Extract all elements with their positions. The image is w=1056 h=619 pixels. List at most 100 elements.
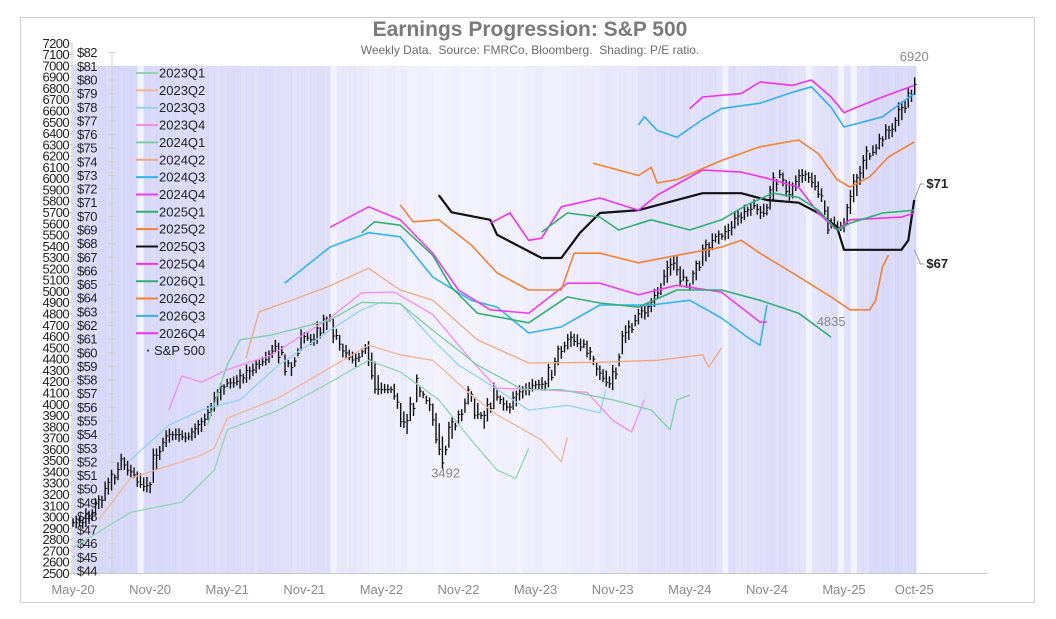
pe-shading-band [445, 65, 453, 574]
pe-shading-band [876, 65, 883, 574]
pe-shading-band [297, 65, 305, 574]
right-tick-label: $75 [77, 141, 97, 156]
left-tick-label: 5300 [42, 250, 69, 265]
pe-shading-band [182, 65, 190, 574]
pe-shading-band [130, 65, 138, 574]
right-tick-label: $71 [77, 195, 97, 210]
pe-shading-band [317, 65, 324, 574]
pe-shading-band [741, 65, 749, 574]
legend-item-2024Q3: 2024Q3 [136, 170, 205, 185]
pe-shading-band [503, 65, 511, 574]
left-tick-label: 4400 [42, 352, 69, 367]
legend-item-2023Q4: 2023Q4 [136, 118, 205, 133]
x-tick-label: Nov-24 [746, 582, 788, 597]
pe-shading-band [400, 65, 408, 574]
pe-shading-band [459, 66, 466, 574]
pe-shading-band [619, 65, 626, 574]
right-tick-label: $55 [77, 413, 97, 428]
legend-label: 2024Q4 [159, 187, 205, 202]
pe-shading-band [561, 65, 569, 574]
legend-item-2026Q3: 2026Q3 [136, 308, 205, 323]
pe-shading-band [689, 65, 697, 574]
right-tick-label: $63 [77, 304, 97, 319]
right-tick-label: $54 [77, 427, 97, 442]
end-label-leader [913, 183, 925, 201]
pe-shading-band [612, 65, 620, 574]
right-tick-label: $79 [77, 86, 97, 101]
legend-item-2025Q1: 2025Q1 [136, 204, 205, 219]
left-tick-label: 5000 [42, 284, 69, 299]
left-tick-label: 4900 [42, 295, 69, 310]
series-line-2026Q3 [637, 86, 915, 139]
x-tick-label: Nov-21 [283, 582, 325, 597]
left-tick-label: 2700 [42, 543, 69, 558]
left-tick-label: 4800 [42, 307, 69, 322]
right-tick-label: $81 [77, 59, 97, 74]
pe-shading-band [272, 65, 279, 574]
right-tick-label: $65 [77, 277, 97, 292]
legend-label: 2025Q4 [159, 256, 205, 271]
pe-shading-band [368, 65, 376, 574]
pe-shading-band [419, 65, 427, 574]
right-tick-label: $64 [77, 291, 97, 306]
pe-shading-band [478, 66, 485, 574]
pe-shading-band [285, 65, 292, 574]
pe-shading [72, 65, 917, 574]
pe-shading-band [433, 66, 440, 574]
legend-item-2023Q1: 2023Q1 [136, 66, 205, 81]
pe-shading-band [779, 65, 787, 574]
right-tick-label: $67 [77, 250, 97, 265]
pe-shading-band [484, 65, 492, 574]
pe-shading-band [593, 65, 601, 574]
right-tick-label: $68 [77, 236, 97, 251]
right-tick-label: $78 [77, 100, 97, 115]
left-tick-label: 5800 [42, 194, 69, 209]
left-tick-label: 4000 [42, 397, 69, 412]
left-tick-label: 5100 [42, 273, 69, 288]
right-tick-label: $51 [77, 468, 97, 483]
pe-shading-band [587, 65, 594, 574]
pe-shading-band [850, 66, 857, 574]
pe-shading-band [657, 65, 665, 574]
pe-shading-band [124, 65, 132, 574]
pe-shading-band [246, 65, 254, 574]
right-tick-label: $52 [77, 454, 97, 469]
left-tick-label: 6500 [42, 115, 69, 130]
series-line-2025Q2 [399, 204, 890, 311]
series-line-2026Q2 [592, 139, 915, 188]
left-tick-label: 6700 [42, 92, 69, 107]
pe-shading-band [92, 65, 100, 574]
pe-shading-band [439, 66, 446, 574]
pe-shading-band [362, 65, 369, 574]
series-line-2025Q4 [489, 169, 915, 242]
pe-shading-band [664, 65, 671, 574]
pe-shading-band [901, 65, 909, 574]
pe-shading-band [259, 65, 267, 574]
pe-shading-band [734, 65, 742, 574]
legend-item-2025Q4: 2025Q4 [136, 256, 205, 271]
legend-item-2024Q2: 2024Q2 [136, 152, 205, 167]
pe-shading-band [856, 65, 864, 574]
left-tick-label: 3800 [42, 419, 69, 434]
left-tick-label: 4600 [42, 329, 69, 344]
x-tick-label: Nov-23 [592, 582, 634, 597]
legend-item-2026Q4: 2026Q4 [136, 326, 205, 341]
left-tick-label: 6900 [42, 70, 69, 85]
legend-swatch [147, 349, 149, 352]
left-tick-label: 4300 [42, 363, 69, 378]
shading-base [72, 65, 917, 574]
pe-shading-band [150, 65, 157, 574]
right-tick-label: $72 [77, 182, 97, 197]
pe-shading-band [824, 65, 832, 574]
pe-shading-band [407, 66, 414, 574]
left-tick-label: 3200 [42, 487, 69, 502]
left-tick-label: 3400 [42, 464, 69, 479]
pe-shading-band [426, 65, 434, 574]
pe-shading-band [606, 65, 614, 574]
pe-shading-band [240, 65, 247, 574]
left-tick-label: 5400 [42, 239, 69, 254]
annotation-low: 3492 [431, 466, 460, 481]
legend-label: 2024Q3 [159, 170, 205, 185]
pe-shading-band [85, 65, 93, 574]
